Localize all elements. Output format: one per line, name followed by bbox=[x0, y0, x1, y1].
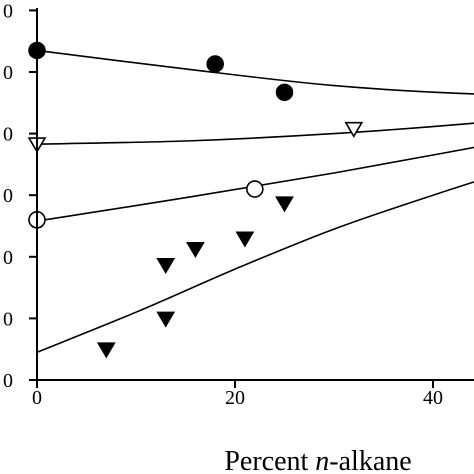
y-tick-label: 0 bbox=[3, 247, 13, 269]
y-ticks: 0 0 0 0 0 0 0 bbox=[3, 0, 37, 392]
x-axis-title-italic-part: n bbox=[315, 446, 329, 474]
y-tick-label: 0 bbox=[3, 185, 13, 207]
x-axis-title-part: -alkane bbox=[329, 446, 411, 474]
x-tick-label: 0 bbox=[32, 387, 42, 409]
data-point-open-triangle bbox=[344, 121, 364, 138]
x-axis-title-part: Percent bbox=[224, 446, 315, 474]
data-point-filled-triangle bbox=[156, 311, 176, 328]
data-point-filled-triangle bbox=[96, 342, 116, 359]
y-tick-label: 0 bbox=[3, 370, 13, 392]
data-markers bbox=[27, 41, 474, 359]
x-ticks: 020406080 bbox=[32, 380, 443, 409]
data-point-filled-triangle bbox=[186, 241, 205, 258]
fit-curve-open-triangle bbox=[36, 122, 474, 145]
fit-curve-filled-circle bbox=[36, 49, 474, 95]
fit-curves bbox=[36, 49, 474, 354]
fit-curve-filled-triangle bbox=[36, 181, 474, 354]
data-point-filled-circle bbox=[275, 83, 294, 102]
data-point-filled-triangle bbox=[235, 231, 255, 248]
x-tick-label: 20 bbox=[225, 387, 245, 409]
y-tick-label: 0 bbox=[3, 124, 13, 146]
data-point-filled-triangle bbox=[275, 196, 294, 213]
data-point-filled-circle bbox=[206, 55, 224, 73]
x-axis-title: Percent n-alkane bbox=[224, 446, 411, 474]
data-point-filled-triangle bbox=[156, 258, 176, 274]
fit-curve-open-circle bbox=[36, 146, 474, 222]
y-tick-label: 0 bbox=[3, 308, 13, 330]
y-tick-label: 0 bbox=[3, 0, 13, 22]
data-point-open-circle bbox=[246, 180, 264, 198]
x-tick-label: 40 bbox=[423, 387, 443, 409]
y-tick-label: 0 bbox=[3, 62, 13, 84]
